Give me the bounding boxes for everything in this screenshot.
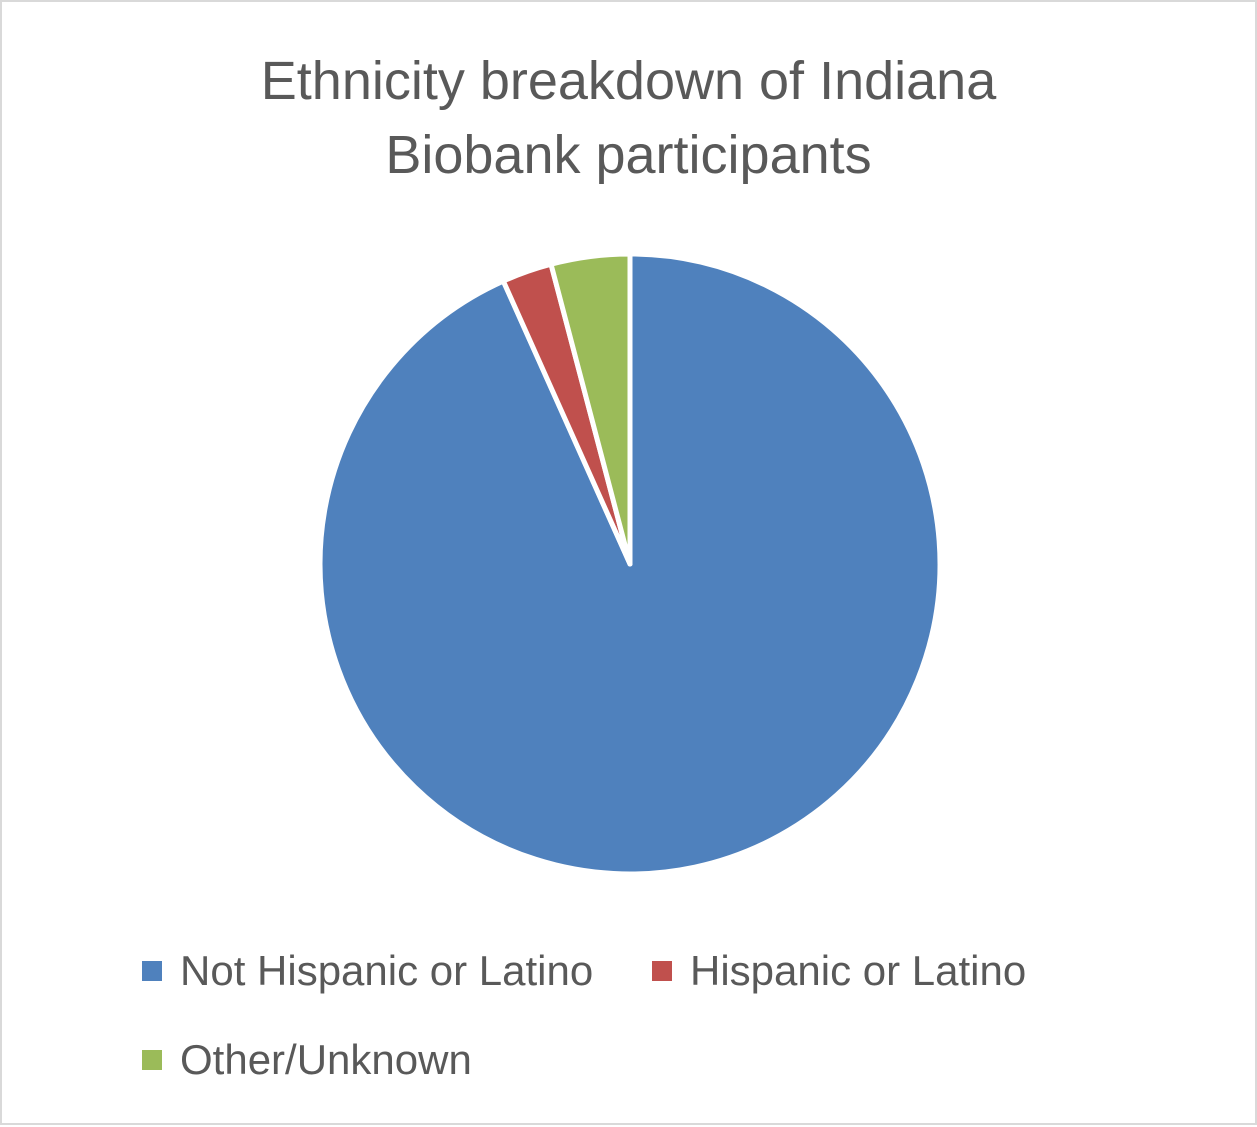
legend-swatch	[142, 1050, 162, 1070]
pie-slice-other-unknown[interactable]	[548, 251, 633, 567]
legend-swatch	[652, 961, 672, 981]
pie-slices	[317, 251, 943, 877]
legend-label: Other/Unknown	[180, 1036, 472, 1083]
chart-title: Ethnicity breakdown of Indiana Biobank p…	[2, 44, 1255, 192]
chart-title-line-1: Ethnicity breakdown of Indiana	[260, 51, 997, 111]
chart-title-line-2: Biobank participants	[385, 125, 872, 185]
legend-label: Hispanic or Latino	[690, 947, 1027, 994]
legend-item-hispanic-or-latino[interactable]: Hispanic or Latino	[652, 946, 1026, 996]
legend-label: Not Hispanic or Latino	[180, 947, 594, 994]
legend-item-other-unknown[interactable]: Other/Unknown	[142, 1035, 472, 1085]
legend-item-not-hispanic-or-latino[interactable]: Not Hispanic or Latino	[142, 946, 593, 996]
legend-swatch	[142, 961, 162, 981]
